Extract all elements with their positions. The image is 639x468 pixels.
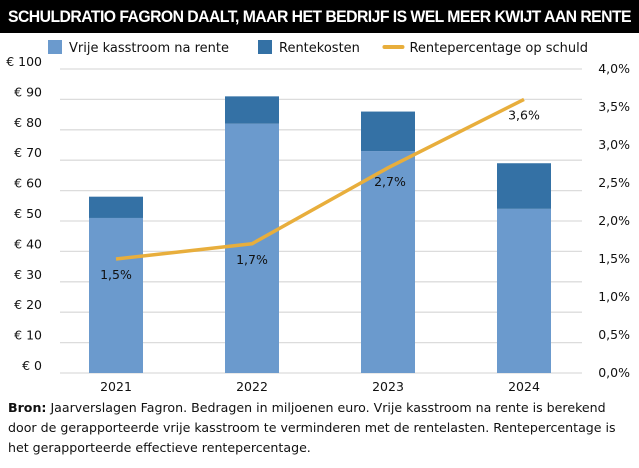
legend-label: Rentekosten <box>279 41 360 56</box>
y2-tick-label: 4,0% <box>598 61 630 76</box>
y-tick-label: € 0 <box>22 358 42 373</box>
legend-label: Rentepercentage op schuld <box>409 41 588 56</box>
y2-tick-label: 2,5% <box>598 175 630 190</box>
y2-tick-label: 1,0% <box>598 289 630 304</box>
x-tick-label: 2024 <box>508 379 540 394</box>
y-tick-label: € 60 <box>14 176 42 191</box>
x-tick-label: 2023 <box>372 379 404 394</box>
y2-tick-label: 0,5% <box>598 327 630 342</box>
legend-swatch <box>258 40 272 54</box>
bar-vrije-kasstroom-na-rente <box>361 151 415 373</box>
y2-tick-label: 1,5% <box>598 251 630 266</box>
chart-title: SCHULDRATIO FAGRON DAALT, MAAR HET BEDRI… <box>8 7 632 26</box>
y-tick-label: € 50 <box>14 206 42 221</box>
y2-tick-label: 3,5% <box>598 99 630 114</box>
legend-swatch <box>48 40 62 54</box>
bar-vrije-kasstroom-na-rente <box>225 123 279 373</box>
chart: € 0 € 10 € 20 € 30 € 40 € 50 € 60 € 70 € 80 € 90 €… <box>6 40 630 394</box>
source-note: Bron: Jaarverslagen Fagron. Bedragen in … <box>8 398 634 458</box>
source-label: Bron: <box>8 400 47 415</box>
bar-rentekosten <box>225 96 279 124</box>
bar-rentekosten <box>497 163 551 209</box>
line-rentepercentage <box>115 97 525 261</box>
y-tick-label: € 30 <box>14 267 42 282</box>
source-text: Jaarverslagen Fagron. Bedragen in miljoe… <box>8 400 616 455</box>
bar-rentekosten <box>89 196 143 218</box>
data-label: 1,7% <box>236 252 268 267</box>
chart-title-bar: SCHULDRATIO FAGRON DAALT, MAAR HET BEDRI… <box>0 0 639 33</box>
data-label: 3,6% <box>508 107 540 122</box>
y-tick-label: € 100 <box>6 54 42 69</box>
y-tick-label: € 10 <box>14 328 42 343</box>
y-tick-label: € 80 <box>14 115 42 130</box>
y2-tick-label: 3,0% <box>598 137 630 152</box>
x-tick-label: 2021 <box>100 379 132 394</box>
data-label: 2,7% <box>374 174 406 189</box>
x-tick-label: 2022 <box>236 379 268 394</box>
y-tick-label: € 90 <box>14 84 42 99</box>
y-tick-label: € 70 <box>14 145 42 160</box>
y-tick-label: € 40 <box>14 236 42 251</box>
y2-tick-label: 0,0% <box>598 365 630 380</box>
data-label: 1,5% <box>100 267 132 282</box>
legend-label: Vrije kasstroom na rente <box>69 41 229 56</box>
y2-tick-label: 2,0% <box>598 213 630 228</box>
bar-vrije-kasstroom-na-rente <box>497 208 551 373</box>
bar-rentekosten <box>361 111 415 152</box>
bar-vrije-kasstroom-na-rente <box>89 217 143 373</box>
y-tick-label: € 20 <box>14 297 42 312</box>
